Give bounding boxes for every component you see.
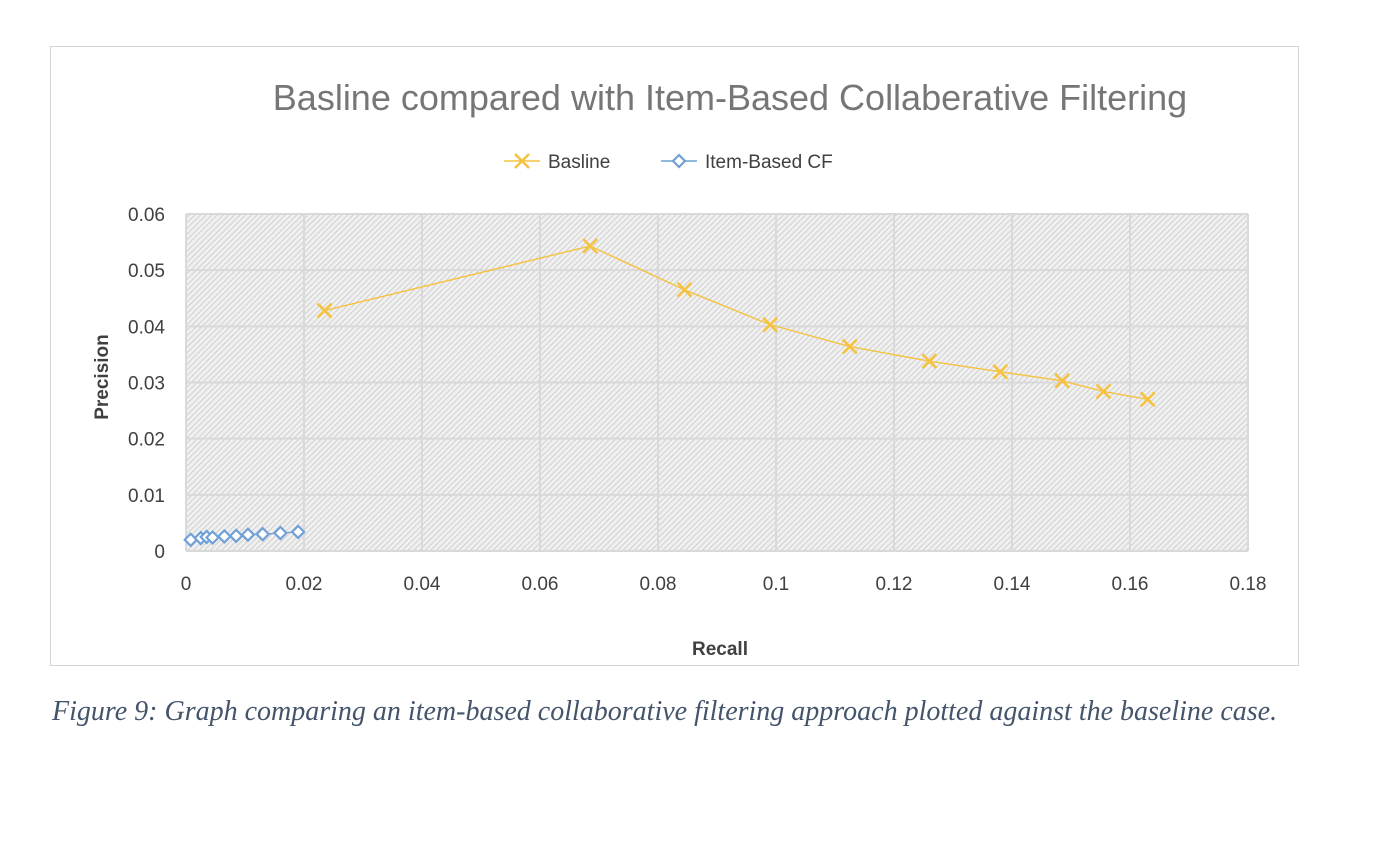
data-point (841, 338, 858, 355)
data-point (762, 316, 779, 333)
x-tick-label: 0.12 (876, 574, 913, 595)
data-point (582, 238, 599, 254)
x-tick-labels: 0 0.02 0.04 0.06 0.08 0.1 0.12 0.14 0.16 0.18 (181, 574, 1267, 595)
chart-frame: Basline compared with Item-Based Collabe… (50, 46, 1299, 666)
y-tick-label: 0.01 (128, 486, 165, 507)
y-tick-labels: 0 0.01 0.02 0.03 0.04 0.05 0.06 (128, 205, 165, 563)
legend-marker (514, 153, 530, 169)
data-point (216, 528, 232, 544)
data-point (240, 527, 256, 543)
y-tick-label: 0 (154, 542, 165, 563)
legend-label: Item-Based CF (705, 152, 833, 173)
y-axis-title: Precision (92, 334, 113, 420)
data-point (676, 281, 693, 298)
x-tick-label: 0 (181, 574, 192, 595)
x-tick-label: 0.06 (522, 574, 559, 595)
y-tick-label: 0.05 (128, 261, 165, 282)
y-tick-label: 0.06 (128, 205, 165, 226)
y-tick-label: 0.04 (128, 317, 165, 338)
data-point (1054, 372, 1071, 389)
data-point (1139, 391, 1156, 408)
legend-marker (671, 153, 687, 169)
data-point (316, 302, 333, 319)
x-tick-label: 0.1 (763, 574, 789, 595)
data-point (921, 353, 938, 370)
data-point (272, 525, 288, 541)
legend[interactable]: Basline Item-Based CF (504, 152, 833, 173)
data-point (992, 363, 1009, 380)
x-tick-label: 0.04 (404, 574, 441, 595)
x-axis-title: Recall (692, 639, 748, 660)
data-point (290, 524, 306, 540)
data-point (204, 529, 221, 546)
data-point (255, 526, 271, 542)
chart: Basline compared with Item-Based Collabe… (92, 77, 1267, 660)
chart-title: Basline compared with Item-Based Collabe… (273, 77, 1187, 118)
series-basline (316, 238, 1156, 408)
x-tick-label: 0.14 (994, 574, 1031, 595)
legend-item-item-based-cf[interactable]: Item-Based CF (661, 152, 833, 173)
data-point (1095, 383, 1112, 400)
series-line (324, 245, 1148, 401)
series-layer (183, 238, 1156, 548)
x-tick-label: 0.16 (1112, 574, 1149, 595)
legend-label: Basline (548, 152, 610, 173)
x-tick-label: 0.02 (286, 574, 323, 595)
x-tick-label: 0.08 (640, 574, 677, 595)
x-tick-label: 0.18 (1230, 574, 1267, 595)
figure-caption: Figure 9: Graph comparing an item-based … (52, 696, 1278, 727)
series-item-based-cf (183, 524, 306, 548)
legend-item-basline[interactable]: Basline (504, 152, 610, 173)
y-tick-label: 0.03 (128, 374, 165, 395)
y-tick-label: 0.02 (128, 430, 165, 451)
grid (185, 213, 1249, 552)
data-point (228, 528, 244, 544)
